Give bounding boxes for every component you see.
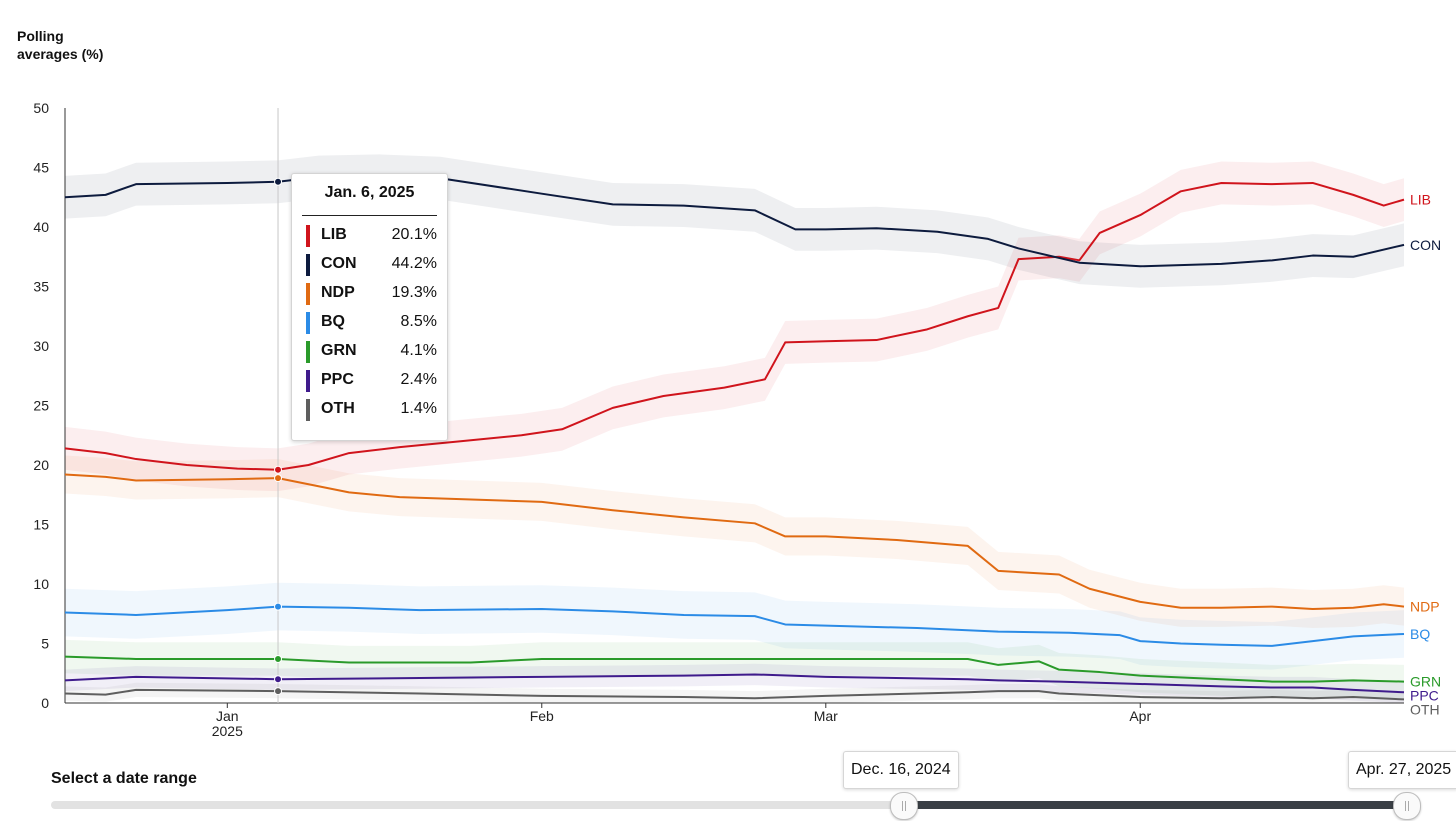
- tooltip-party-value: 4.1%: [400, 342, 437, 359]
- tooltip-row: BQ 8.5%: [306, 311, 437, 335]
- y-tick-label: 20: [33, 457, 49, 473]
- tooltip-party-name: CON: [321, 255, 357, 272]
- tooltip-party-value: 2.4%: [400, 371, 437, 388]
- date-range-selected: [903, 801, 1406, 809]
- tooltip-party-name: LIB: [321, 226, 347, 243]
- band-lib: [65, 161, 1404, 492]
- tooltip-row: OTH 1.4%: [306, 398, 437, 422]
- hover-marker-ndp: [274, 474, 283, 483]
- y-tick-label: 10: [33, 576, 49, 592]
- hover-tooltip: Jan. 6, 2025 LIB 20.1% CON 44.2% NDP 19.3% BQ 8…: [291, 173, 448, 441]
- range-start-label: Dec. 16, 2024: [843, 751, 959, 789]
- y-tick-label: 5: [41, 636, 49, 652]
- tooltip-party-name: NDP: [321, 284, 355, 301]
- y-tick-label: 35: [33, 279, 49, 295]
- y-tick-label: 25: [33, 398, 49, 414]
- date-range-track[interactable]: [51, 801, 1406, 809]
- y-tick-label: 15: [33, 517, 49, 533]
- y-tick-label: 50: [33, 100, 49, 116]
- tooltip-row: NDP 19.3%: [306, 282, 437, 306]
- x-tick-label: Jan: [216, 708, 239, 724]
- y-tick-label: 40: [33, 219, 49, 235]
- tooltip-color-swatch: [306, 370, 310, 392]
- line-grn: [64, 655, 1405, 683]
- tooltip-party-name: GRN: [321, 342, 357, 359]
- band-grn: [65, 639, 1404, 699]
- y-tick-label: 0: [41, 695, 49, 711]
- end-label-oth: OTH: [1410, 702, 1440, 718]
- tooltip-color-swatch: [306, 399, 310, 421]
- tooltip-color-swatch: [306, 312, 310, 334]
- band-ppc: [65, 663, 1404, 703]
- line-lib: [64, 181, 1405, 471]
- tooltip-party-value: 1.4%: [400, 400, 437, 417]
- hover-marker-con: [274, 177, 283, 186]
- band-bq: [65, 582, 1404, 670]
- tooltip-row: LIB 20.1%: [306, 224, 437, 248]
- hover-marker-bq: [274, 602, 283, 611]
- range-end-handle[interactable]: [1393, 792, 1421, 820]
- x-tick-label: Mar: [814, 708, 838, 724]
- tooltip-color-swatch: [306, 283, 310, 305]
- tooltip-row: CON 44.2%: [306, 253, 437, 277]
- hover-marker-oth: [274, 687, 283, 696]
- tooltip-party-value: 8.5%: [400, 313, 437, 330]
- range-end-label: Apr. 27, 2025: [1348, 751, 1456, 789]
- tooltip-row: PPC 2.4%: [306, 369, 437, 393]
- tooltip-party-name: BQ: [321, 313, 345, 330]
- end-label-bq: BQ: [1410, 626, 1430, 642]
- tooltip-party-name: OTH: [321, 400, 355, 417]
- end-label-ppc: PPC: [1410, 688, 1439, 704]
- line-ppc: [64, 673, 1405, 694]
- y-axis-title-text: Polling averages (%): [17, 28, 104, 62]
- y-axis-title: Polling averages (%): [17, 27, 107, 63]
- end-label-ndp: NDP: [1410, 599, 1440, 615]
- tooltip-divider: [302, 215, 437, 216]
- tooltip-party-value: 44.2%: [391, 255, 437, 272]
- band-ndp: [65, 455, 1404, 629]
- range-start-handle[interactable]: [890, 792, 918, 820]
- end-label-con: CON: [1410, 237, 1441, 253]
- hover-marker-grn: [274, 654, 283, 663]
- x-tick-label: Apr: [1129, 708, 1151, 724]
- tooltip-party-value: 19.3%: [391, 284, 437, 301]
- tooltip-color-swatch: [306, 341, 310, 363]
- hover-marker-ppc: [274, 675, 283, 684]
- line-ndp: [64, 473, 1405, 610]
- y-tick-label: 30: [33, 338, 49, 354]
- tooltip-party-name: PPC: [321, 371, 354, 388]
- tooltip-date: Jan. 6, 2025: [324, 184, 415, 201]
- x-tick-label: Feb: [530, 708, 554, 724]
- tooltip-color-swatch: [306, 254, 310, 276]
- x-tick-sublabel: 2025: [212, 723, 243, 739]
- end-label-lib: LIB: [1410, 192, 1431, 208]
- y-tick-label: 45: [33, 160, 49, 176]
- tooltip-color-swatch: [306, 225, 310, 247]
- line-bq: [64, 605, 1405, 647]
- tooltip-row: GRN 4.1%: [306, 340, 437, 364]
- hover-marker-lib: [274, 465, 283, 474]
- band-oth: [65, 682, 1404, 703]
- end-label-grn: GRN: [1410, 674, 1441, 690]
- date-range-title: Select a date range: [51, 770, 197, 787]
- tooltip-party-value: 20.1%: [391, 226, 437, 243]
